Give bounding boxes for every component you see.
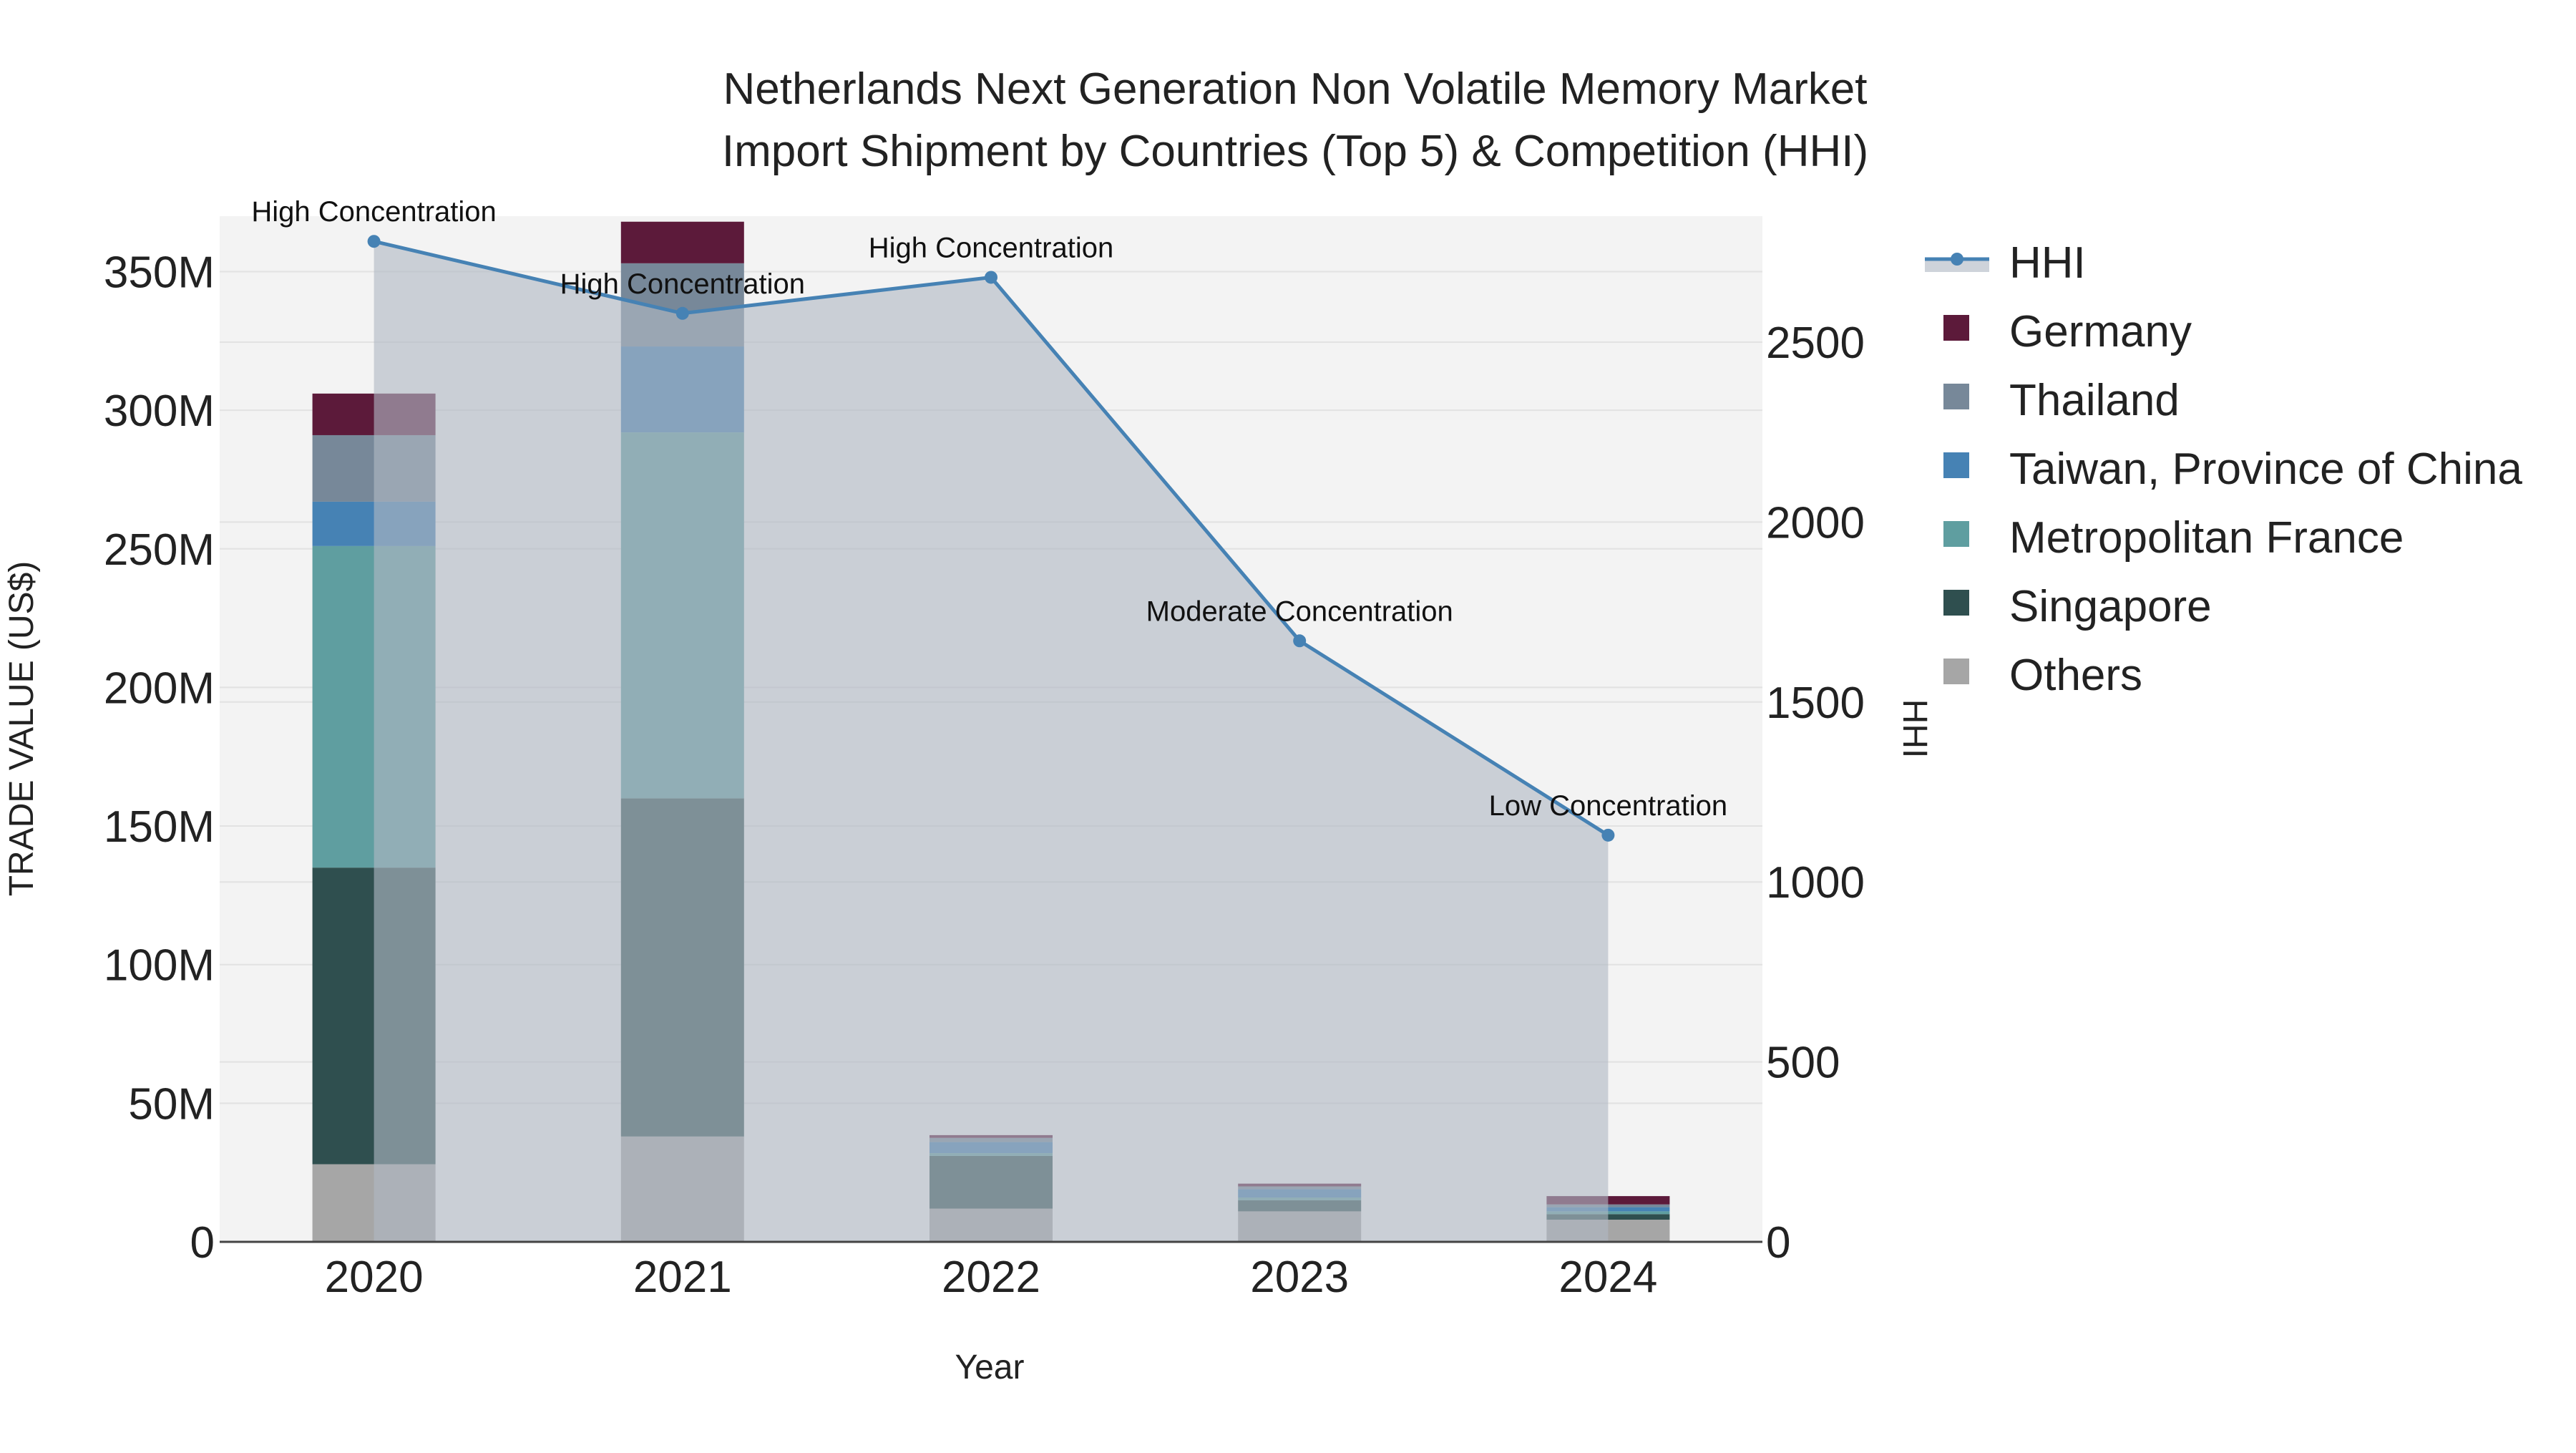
x-tick-label: 2021 [633, 1253, 732, 1302]
hhi-area [374, 241, 1609, 1242]
legend-swatch-taiwan-province-of-china [1943, 452, 1969, 478]
x-tick-label: 2020 [325, 1253, 424, 1302]
legend-label-singapore: Singapore [2009, 582, 2212, 631]
hhi-point-2020 [367, 235, 381, 248]
hhi-point-2021 [675, 306, 689, 320]
hhi-annotation-2023: Moderate Concentration [1146, 596, 1453, 627]
legend-swatch-singapore [1943, 590, 1969, 616]
hhi-area-fill [374, 241, 1609, 1242]
hhi-annotation-2021: High Concentration [560, 268, 805, 300]
x-tick-label: 2022 [942, 1253, 1040, 1302]
chart-title-line-2: Import Shipment by Countries (Top 5) & C… [722, 127, 1868, 176]
hhi-annotation-2024: Low Concentration [1489, 790, 1728, 822]
y-tick-label: 0 [190, 1218, 215, 1268]
y-tick-label: 150M [104, 802, 215, 852]
hhi-annotations: High Concentration High Concentration High… [251, 196, 1727, 822]
hhi-point-2024 [1601, 828, 1615, 842]
x-axis-title: Year [955, 1348, 1025, 1386]
y2-tick-label: 1500 [1766, 679, 1865, 728]
legend-label-others: Others [2009, 651, 2142, 700]
hhi-point-2022 [985, 271, 997, 284]
y2-tick-label: 500 [1766, 1039, 1840, 1088]
y2-tick-label: 0 [1766, 1218, 1790, 1268]
x-axis-ticks: 2020 2021 2022 2023 2024 [325, 1253, 1658, 1302]
x-tick-label: 2023 [1250, 1253, 1349, 1302]
x-tick-label: 2024 [1558, 1253, 1657, 1302]
y-axis-title: TRADE VALUE (US$) [3, 561, 41, 897]
legend-label-germany: Germany [2009, 307, 2192, 356]
chart-title-line-1: Netherlands Next Generation Non Volatile… [723, 64, 1868, 114]
legend: HHI Germany Thailand Taiwan, Province of Ch… [1925, 238, 2522, 700]
y2-tick-label: 1000 [1766, 858, 1865, 908]
legend-label-thailand: Thailand [2009, 376, 2180, 425]
y2-axis-ticks: 0 500 1000 1500 2000 2500 [1766, 319, 1865, 1268]
legend-swatch-metropolitan-france [1943, 521, 1969, 547]
legend-hhi-marker [1951, 253, 1963, 266]
y-tick-label: 100M [104, 941, 215, 991]
legend-label-hhi: HHI [2009, 238, 2086, 288]
legend-swatch-germany [1943, 315, 1969, 341]
y-tick-label: 200M [104, 664, 215, 713]
hhi-annotation-2022: High Concentration [869, 232, 1113, 263]
legend-label-taiwan-province-of-china: Taiwan, Province of China [2009, 444, 2522, 494]
legend-swatch-thailand [1943, 384, 1969, 409]
y2-tick-label: 2500 [1766, 319, 1865, 368]
y-tick-label: 350M [104, 248, 215, 297]
y-tick-label: 50M [128, 1079, 215, 1129]
hhi-annotation-2020: High Concentration [251, 196, 496, 228]
legend-label-metropolitan-france: Metropolitan France [2009, 513, 2404, 563]
legend-swatch-others [1943, 659, 1969, 684]
bar-germany-2021 [620, 221, 744, 263]
y2-tick-label: 2000 [1766, 498, 1865, 548]
y-tick-label: 300M [104, 387, 215, 436]
y2-axis-title: HHI [1896, 699, 1933, 759]
y-axis-ticks: 0 50M 100M 150M 200M 250M 300M 350M [104, 248, 215, 1268]
hhi-point-2023 [1293, 634, 1307, 648]
y-tick-label: 250M [104, 525, 215, 575]
hhi-line-group [367, 235, 1615, 842]
